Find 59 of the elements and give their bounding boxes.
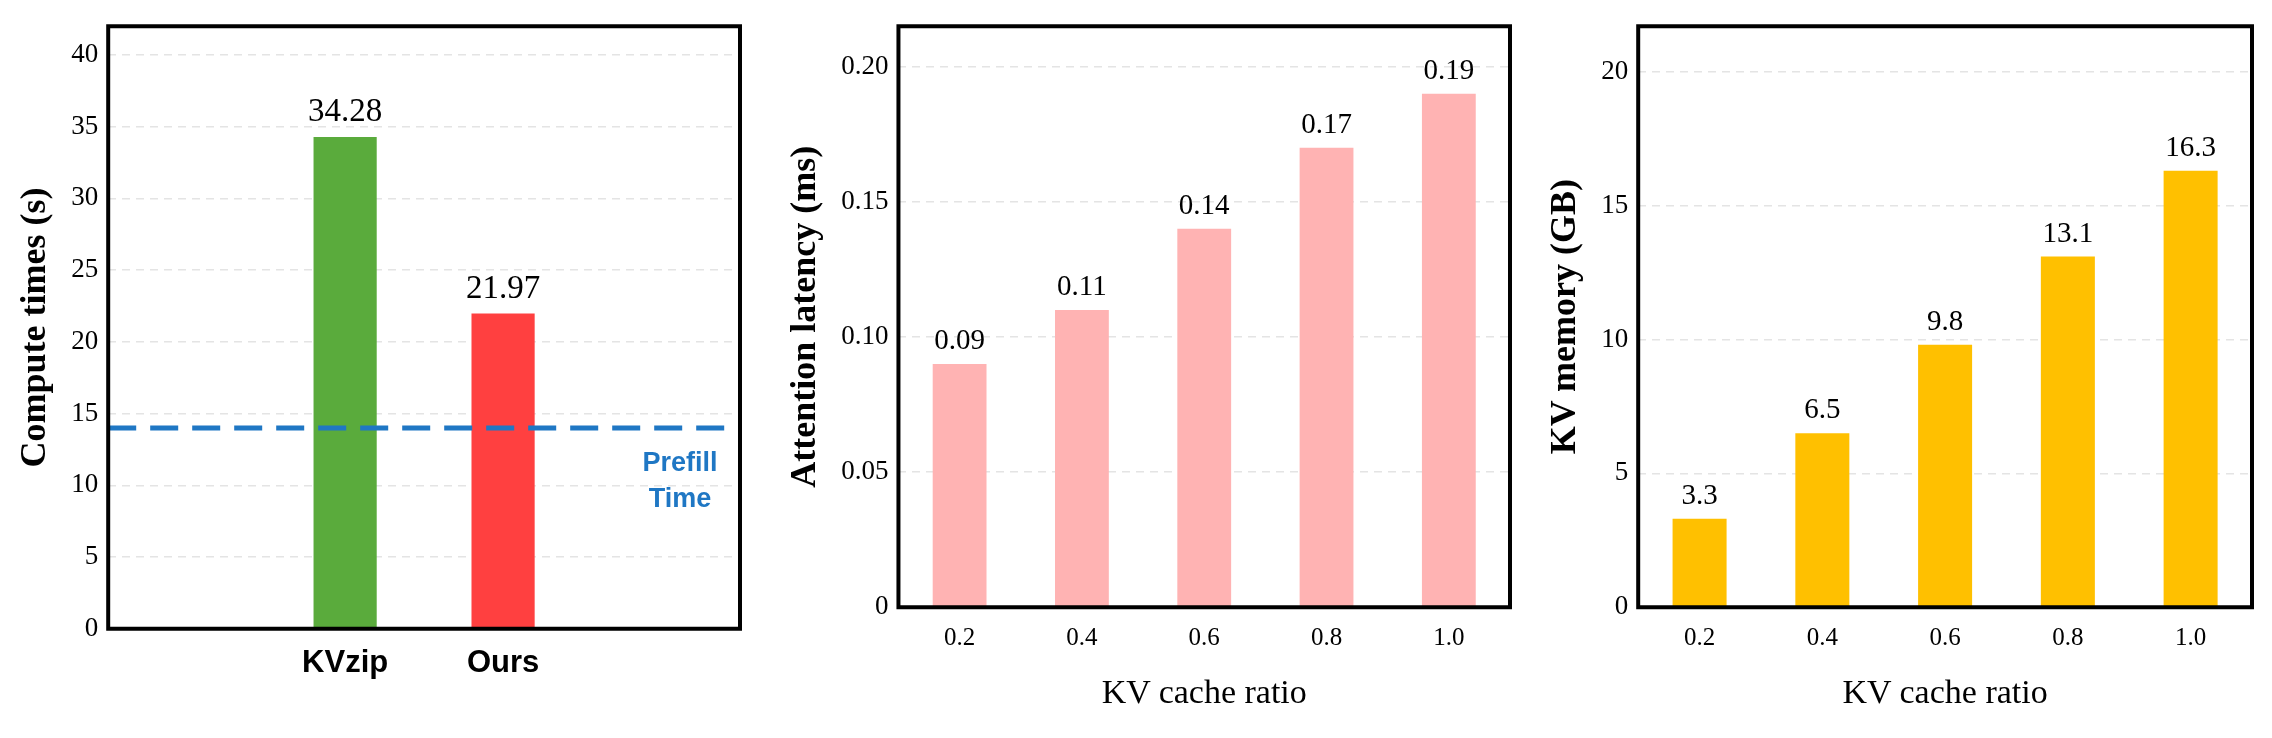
bar bbox=[1421, 93, 1476, 607]
bar bbox=[1918, 344, 1973, 607]
y-tick-label: 0.15 bbox=[841, 184, 889, 215]
x-tick-label: 0.4 bbox=[1066, 622, 1099, 650]
data-label: 13.1 bbox=[2042, 215, 2094, 248]
y-tick-label: 20 bbox=[1601, 54, 1629, 85]
x-tick-label: 0.6 bbox=[1929, 622, 1961, 650]
y-tick-label: 40 bbox=[71, 37, 99, 68]
ref-line-label: Prefill Time bbox=[642, 446, 718, 513]
bar bbox=[1177, 228, 1232, 607]
bar bbox=[2163, 170, 2218, 607]
bar bbox=[1055, 309, 1109, 607]
data-label: 3.3 bbox=[1681, 477, 1718, 510]
bar bbox=[932, 363, 987, 607]
y-axis-title: Attention latency (ms) bbox=[782, 145, 823, 488]
y-tick-label: 0 bbox=[1614, 590, 1629, 621]
bar bbox=[1795, 433, 1850, 607]
data-label: 0.17 bbox=[1301, 106, 1352, 139]
data-label: 0.11 bbox=[1057, 269, 1107, 302]
x-tick-label: 1.0 bbox=[1433, 622, 1465, 650]
y-tick-label: 15 bbox=[71, 396, 99, 427]
x-tick-label: 0.6 bbox=[1188, 622, 1220, 650]
x-tick-label: 0.8 bbox=[1310, 622, 1343, 650]
data-label: 0.09 bbox=[934, 323, 985, 356]
data-label: 0.14 bbox=[1178, 187, 1231, 220]
y-tick-label: 35 bbox=[71, 109, 99, 140]
data-label: 21.97 bbox=[465, 268, 541, 305]
y-axis-title: Compute times (s) bbox=[12, 187, 53, 468]
x-tick-label: 0.8 bbox=[2052, 622, 2084, 650]
bar bbox=[2040, 256, 2095, 607]
y-tick-label: 15 bbox=[1601, 188, 1629, 219]
y-tick-label: 5 bbox=[84, 540, 99, 571]
y-tick-label: 20 bbox=[71, 324, 99, 355]
x-axis-title: KV cache ratio bbox=[1101, 672, 1307, 710]
data-label: 16.3 bbox=[2165, 129, 2216, 162]
x-tick-label: 0.2 bbox=[943, 622, 976, 650]
y-tick-label: 0.10 bbox=[841, 320, 889, 351]
x-axis-title: KV cache ratio bbox=[1842, 672, 2048, 710]
y-tick-label: 25 bbox=[71, 253, 99, 284]
x-tick-label: 1.0 bbox=[2175, 622, 2207, 650]
x-tick-label: Ours bbox=[466, 643, 540, 679]
y-tick-label: 0 bbox=[84, 611, 99, 642]
data-label: 9.8 bbox=[1926, 303, 1964, 336]
x-tick-label: 0.2 bbox=[1683, 622, 1716, 650]
y-tick-label: 0.05 bbox=[841, 455, 889, 486]
data-label: 6.5 bbox=[1804, 392, 1841, 425]
data-label: 34.28 bbox=[308, 92, 383, 129]
data-label: 0.19 bbox=[1423, 52, 1475, 85]
y-tick-label: 0.20 bbox=[841, 49, 889, 80]
y-tick-label: 10 bbox=[71, 468, 99, 499]
y-axis-title: KV memory (GB) bbox=[1542, 179, 1583, 455]
y-tick-label: 10 bbox=[1601, 322, 1629, 353]
x-tick-label: KVzip bbox=[302, 643, 389, 679]
bar bbox=[1299, 147, 1354, 607]
y-tick-label: 30 bbox=[71, 181, 99, 212]
x-tick-label: 0.4 bbox=[1806, 622, 1839, 650]
y-tick-label: 5 bbox=[1614, 456, 1629, 487]
bar bbox=[1672, 518, 1727, 607]
y-tick-label: 0 bbox=[874, 590, 889, 621]
